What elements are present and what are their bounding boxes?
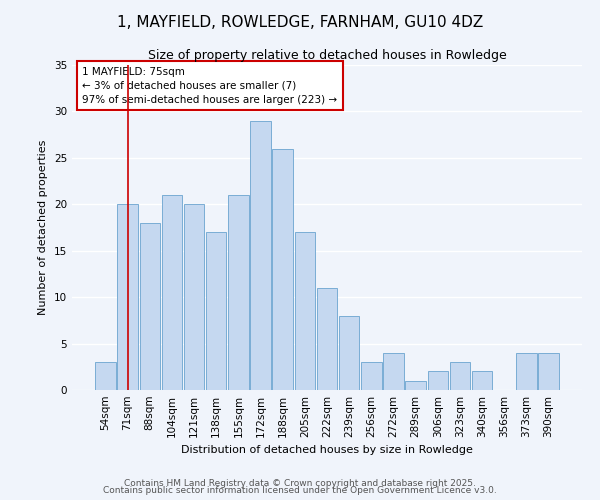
Bar (140, 223, 160, 390)
Bar (339, 316, 359, 390)
Bar (538, 353, 559, 390)
Bar (295, 232, 315, 390)
Bar (250, 120, 271, 390)
Bar (317, 288, 337, 390)
Text: Contains HM Land Registry data © Crown copyright and database right 2025.: Contains HM Land Registry data © Crown c… (124, 478, 476, 488)
Bar (184, 204, 204, 390)
Text: Contains public sector information licensed under the Open Government Licence v3: Contains public sector information licen… (103, 486, 497, 495)
Bar (516, 353, 536, 390)
Y-axis label: Number of detached properties: Number of detached properties (38, 140, 49, 315)
Bar (428, 372, 448, 390)
Bar (95, 362, 116, 390)
Bar (361, 362, 382, 390)
Text: 1, MAYFIELD, ROWLEDGE, FARNHAM, GU10 4DZ: 1, MAYFIELD, ROWLEDGE, FARNHAM, GU10 4DZ (117, 15, 483, 30)
Bar (472, 372, 493, 390)
Bar (272, 148, 293, 390)
X-axis label: Distribution of detached houses by size in Rowledge: Distribution of detached houses by size … (181, 446, 473, 456)
Bar (406, 380, 426, 390)
Bar (383, 353, 404, 390)
Bar (206, 232, 226, 390)
Bar (161, 195, 182, 390)
Title: Size of property relative to detached houses in Rowledge: Size of property relative to detached ho… (148, 50, 506, 62)
Bar (118, 204, 138, 390)
Bar (228, 195, 248, 390)
Bar (450, 362, 470, 390)
Text: 1 MAYFIELD: 75sqm
← 3% of detached houses are smaller (7)
97% of semi-detached h: 1 MAYFIELD: 75sqm ← 3% of detached house… (82, 66, 337, 104)
